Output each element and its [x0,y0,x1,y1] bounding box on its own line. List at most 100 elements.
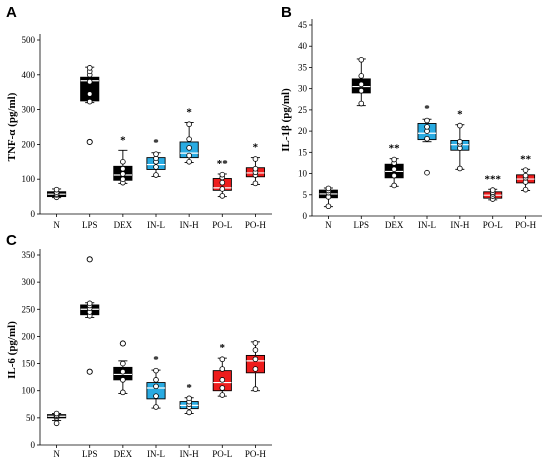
box-iqr [245,354,265,374]
category-label: N [53,220,60,230]
data-point [120,360,126,367]
data-point [522,172,529,179]
y-tick-label: 150 [22,359,36,369]
y-tick-label: 45 [298,20,308,30]
data-point [186,395,192,402]
data-point [120,171,126,177]
y-tick-label: 30 [298,84,308,94]
data-point [120,368,126,375]
data-point [186,409,192,416]
category-label: N [53,449,60,459]
category-label: LPS [354,220,370,230]
category-label: IN-H [450,220,469,230]
outlier-point [86,368,93,375]
data-point [457,122,463,129]
box-po-l: PO-L ** [212,158,232,230]
category-label: IN-L [418,220,436,230]
data-point [219,392,226,398]
data-point [86,98,93,105]
data-point [186,159,192,165]
y-tick-label: 200 [22,139,36,149]
data-point [219,193,226,199]
significance-marker: * [457,109,463,121]
data-point [86,91,93,97]
data-point [53,420,60,427]
box-in-h: IN-H * [450,109,469,230]
data-point [53,186,60,193]
significance-marker: * [253,142,259,154]
panel-b: B IL-1β (pg/ml) 0 5 10 15 20 25 30 35 40 45 N LPS DEX *… [280,4,542,230]
data-point [252,347,259,353]
y-tick-label: 50 [26,413,36,423]
data-point [186,145,192,151]
data-point [86,300,93,307]
category-label: PO-H [245,220,267,230]
box-po-l: PO-L * [212,342,232,459]
data-point [358,100,365,107]
category-label: N [325,220,332,230]
data-point [358,87,365,94]
data-point [120,165,126,172]
data-point [252,366,259,372]
significance-marker: * [120,134,126,146]
data-point [153,151,159,157]
significance-marker: *** [484,173,501,185]
data-point [358,57,365,63]
category-label: LPS [82,449,98,459]
y-tick-label: 250 [22,304,36,314]
box-po-l: PO-L *** [483,173,503,230]
data-point [153,377,159,383]
data-point [391,156,397,163]
y-tick-label: 0 [303,211,308,221]
data-point [424,169,430,176]
category-label: PO-L [212,449,232,459]
y-tick-label: 0 [31,440,36,450]
data-point [424,117,430,124]
box-lps: LPS [80,256,100,459]
y-tick-label: 300 [22,105,36,115]
data-point [120,377,126,383]
data-point [489,187,496,193]
panel-letter: B [281,4,292,21]
data-point [325,185,332,192]
box-in-l: IN-L * [146,354,166,459]
data-point [153,404,159,410]
data-point [86,65,93,71]
category-label: PO-H [245,449,267,459]
outlier-point [119,340,126,347]
y-tick-label: 40 [298,41,308,51]
data-point [252,165,259,172]
data-point [219,186,226,192]
significance-marker: * [186,382,192,394]
y-tick-label: 200 [22,331,36,341]
significance-marker: * [153,137,159,149]
box-po-h: PO-H * [245,142,267,230]
data-point [522,186,529,193]
category-label: IN-L [147,220,165,230]
data-point [153,164,159,170]
y-axis-label: TNF-α (pg/ml) [6,92,18,161]
data-point [153,172,159,178]
box-dex: DEX [113,340,133,459]
category-label: IN-H [180,449,199,459]
data-point [219,366,226,372]
data-point [120,159,126,165]
data-point [391,172,397,179]
data-point [424,135,430,142]
data-point [186,152,192,159]
y-tick-label: 0 [31,209,36,219]
data-point [186,136,192,142]
outlier-point [86,256,93,263]
data-point [53,410,60,417]
data-point [219,377,226,383]
box-in-l: IN-L * [146,137,166,230]
significance-marker: * [153,354,159,366]
category-label: DEX [385,220,404,230]
y-axis-label: IL-6 (pg/ml) [6,321,18,379]
data-point [153,383,159,390]
box-in-h: IN-H * [179,106,199,230]
data-point [86,78,93,85]
y-tick-label: 300 [22,277,36,287]
data-point [219,356,226,363]
y-axis-label: IL-1β (pg/ml) [280,88,292,152]
